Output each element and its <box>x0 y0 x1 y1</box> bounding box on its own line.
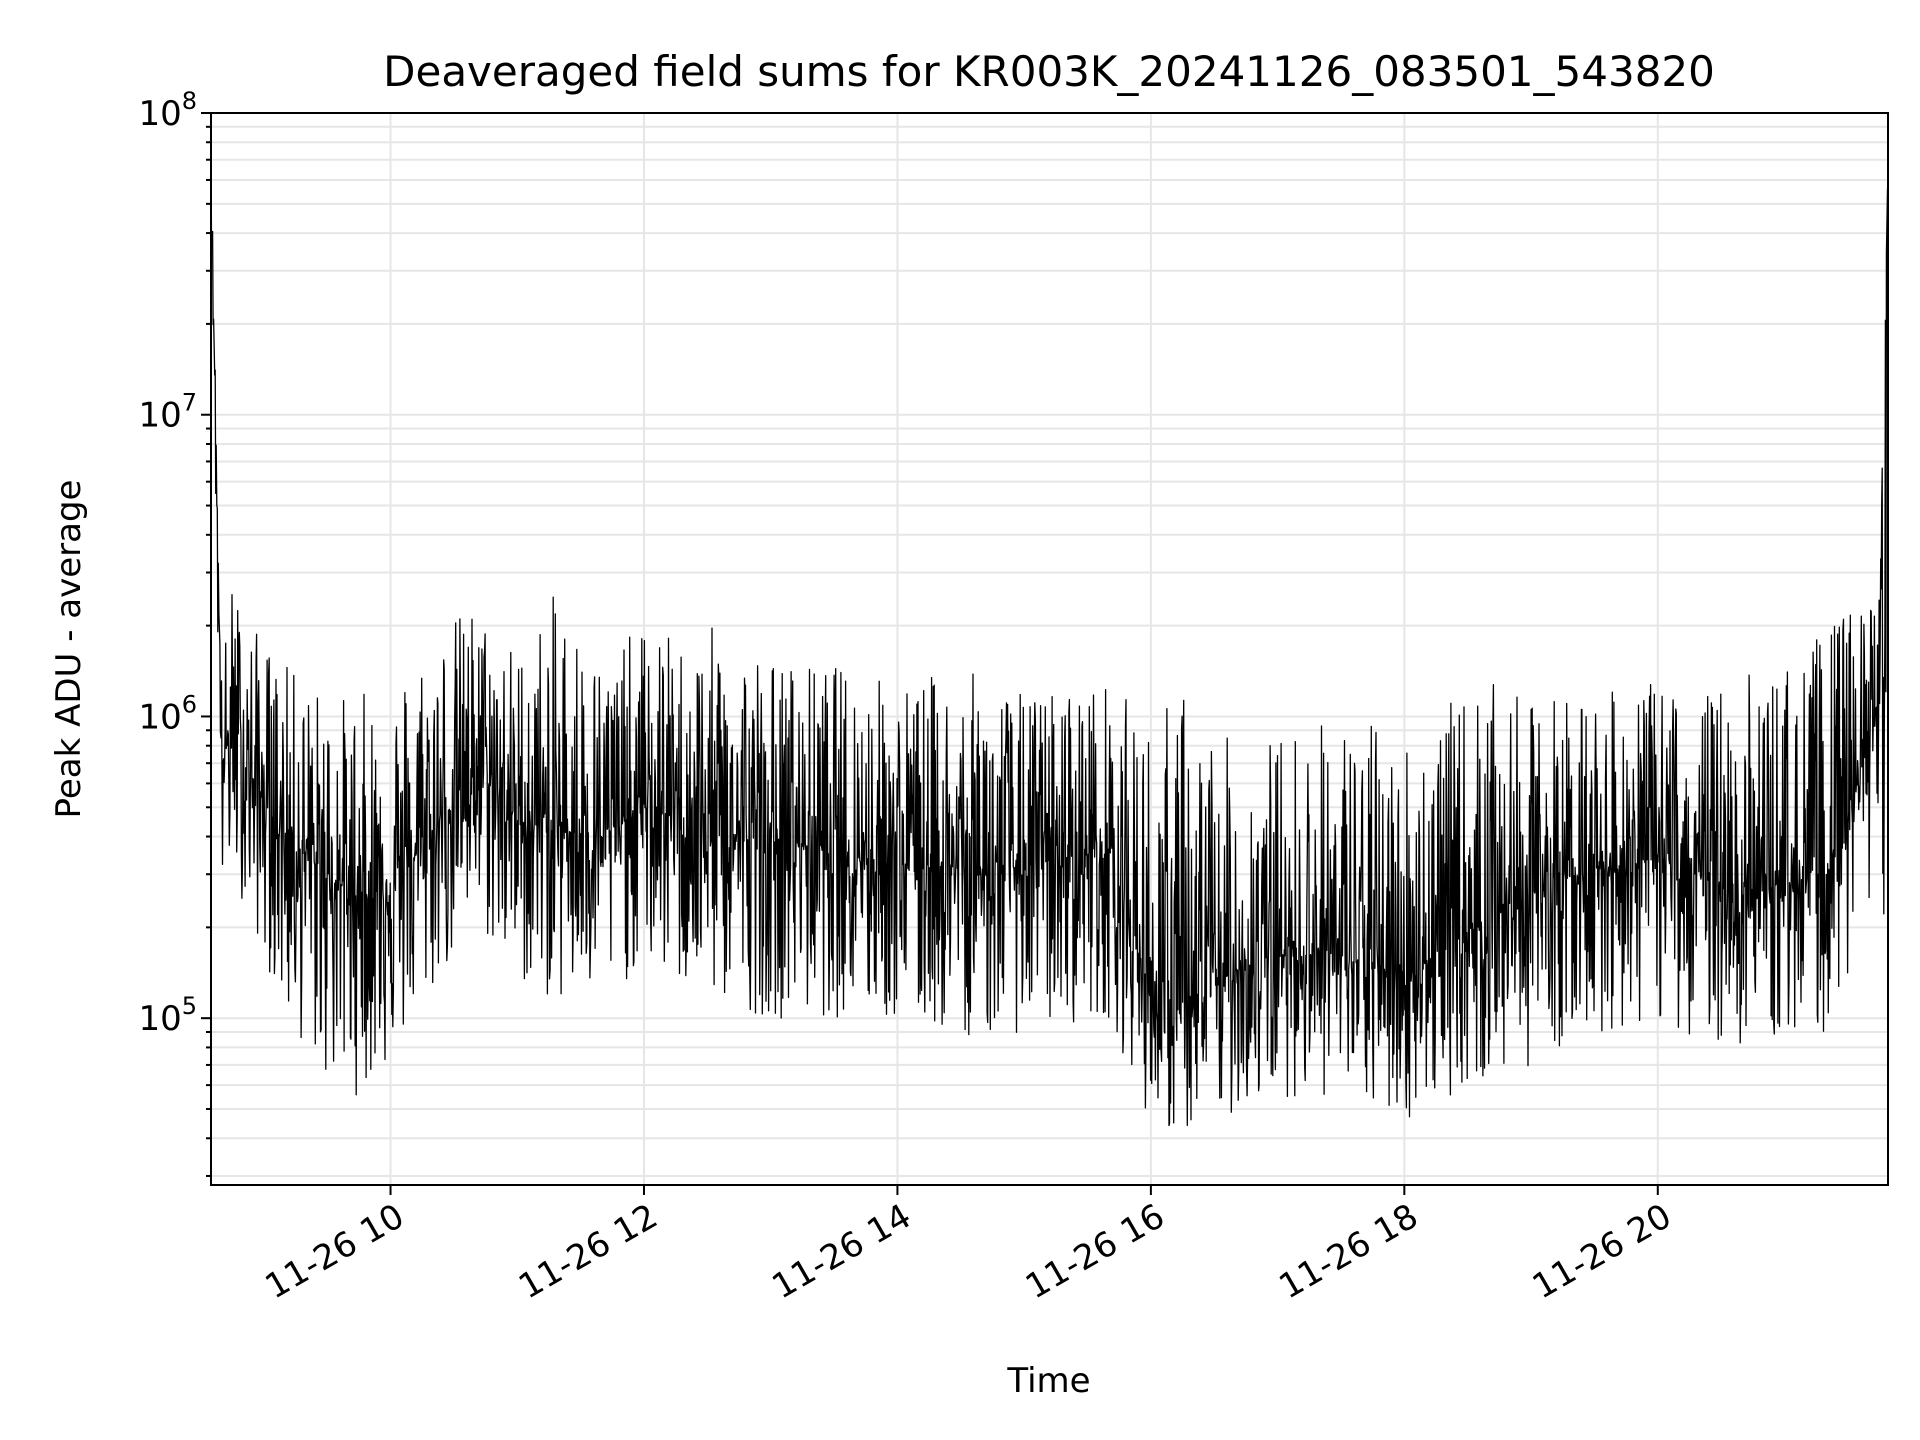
x-tick-label: 11-26 12 <box>512 1196 664 1307</box>
y-tick-exponent: 8 <box>182 87 197 115</box>
x-tick-label: 11-26 16 <box>1019 1196 1171 1307</box>
series-line <box>210 164 1889 1127</box>
x-tick-label: 11-26 14 <box>766 1196 918 1307</box>
y-tick-label: 106 <box>138 690 197 737</box>
data-series <box>210 164 1889 1127</box>
y-tick-base: 10 <box>138 94 181 134</box>
y-tick-label: 108 <box>138 87 197 134</box>
y-tick-base: 10 <box>138 999 181 1039</box>
y-tick-base: 10 <box>138 396 181 436</box>
plot-frame <box>210 112 1889 1186</box>
x-axis-title: Time <box>1006 1361 1090 1401</box>
plot-background <box>211 113 1888 1185</box>
axis-ticks <box>201 112 1659 1195</box>
y-tick-label: 107 <box>138 389 197 436</box>
y-axis-title: Peak ADU - average <box>49 480 89 819</box>
y-tick-exponent: 5 <box>182 992 197 1020</box>
y-tick-exponent: 6 <box>182 690 197 718</box>
x-tick-label: 11-26 18 <box>1272 1196 1424 1307</box>
chart-title: Deaveraged field sums for KR003K_2024112… <box>383 47 1715 96</box>
y-tick-exponent: 7 <box>182 389 197 417</box>
x-tick-label: 11-26 20 <box>1526 1196 1678 1307</box>
x-tick-labels: 11-26 10 11-26 12 11-26 14 11-26 16 11-26 18… <box>259 1196 1679 1307</box>
y-tick-base: 10 <box>138 697 181 737</box>
y-tick-label: 105 <box>138 992 197 1039</box>
x-tick-label: 11-26 10 <box>259 1196 411 1307</box>
